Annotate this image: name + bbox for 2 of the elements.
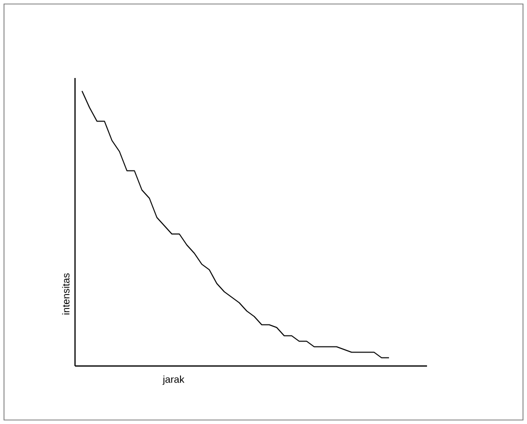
y-axis-title: intensitas <box>62 273 70 314</box>
x-axis-title: jarak <box>162 376 184 385</box>
